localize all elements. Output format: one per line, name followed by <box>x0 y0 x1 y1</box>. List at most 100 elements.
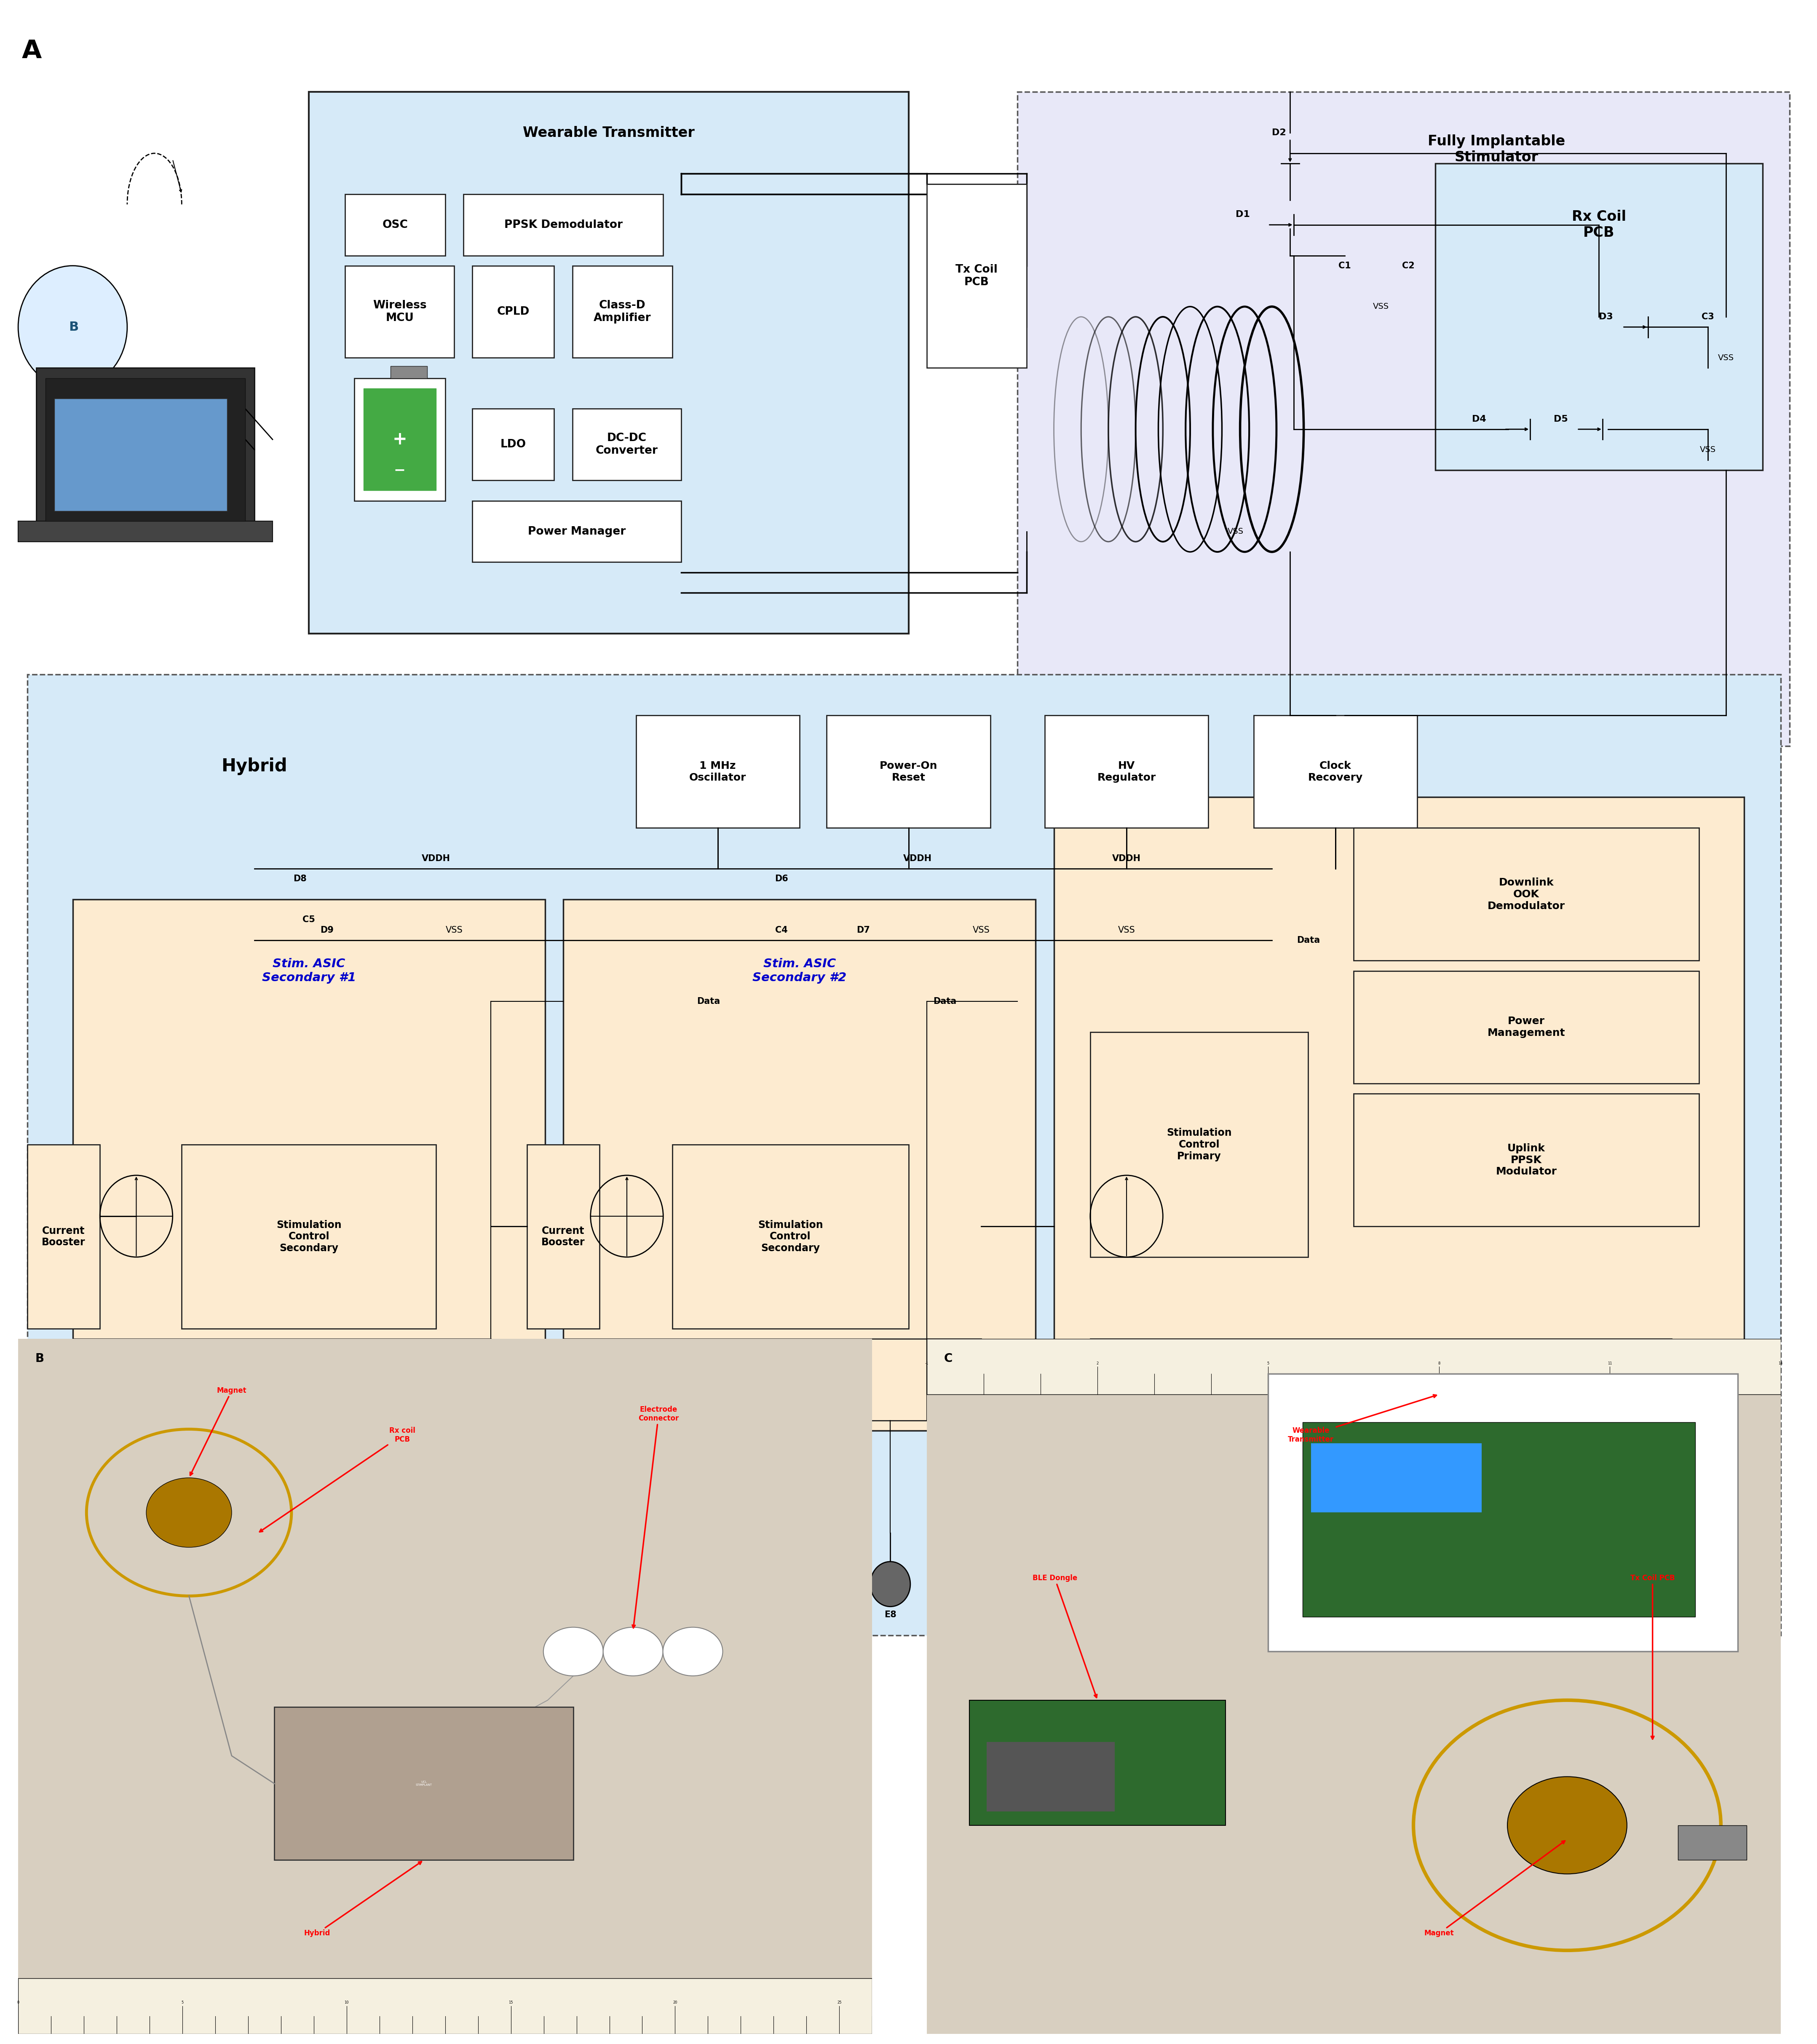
Text: E3: E3 <box>658 1611 669 1619</box>
Circle shape <box>289 1562 329 1607</box>
Text: 8: 8 <box>1437 1361 1441 1365</box>
Circle shape <box>603 1627 663 1676</box>
Circle shape <box>870 1562 910 1607</box>
Circle shape <box>543 1627 603 1676</box>
Text: Current
Booster: Current Booster <box>541 1226 585 1247</box>
Circle shape <box>153 1562 193 1607</box>
Bar <box>274 1707 572 1860</box>
Text: Electrode
Connector: Electrode Connector <box>632 1406 680 1627</box>
Text: C: C <box>943 1353 952 1365</box>
Bar <box>563 899 1036 1431</box>
Bar <box>1045 715 1208 828</box>
Bar <box>27 675 1781 1635</box>
Text: Power-On
Reset: Power-On Reset <box>879 760 938 783</box>
Text: Tx Coil PCB: Tx Coil PCB <box>1630 1574 1675 1739</box>
Text: 5: 5 <box>1266 1361 1270 1365</box>
Text: E5: E5 <box>749 1611 760 1619</box>
Text: E3: E3 <box>167 1611 178 1619</box>
Circle shape <box>825 1562 865 1607</box>
Text: Rx Coil
PCB: Rx Coil PCB <box>1572 211 1626 239</box>
Text: D9: D9 <box>320 926 334 934</box>
Circle shape <box>1306 1562 1346 1607</box>
Text: B: B <box>35 1353 44 1365</box>
Circle shape <box>1508 1776 1626 1874</box>
Text: E7: E7 <box>839 1611 850 1619</box>
Text: E2: E2 <box>612 1611 623 1619</box>
Text: VSS: VSS <box>1719 354 1733 362</box>
Bar <box>36 368 254 531</box>
Text: VSS: VSS <box>1701 446 1715 454</box>
Bar <box>1090 1339 1672 1421</box>
Circle shape <box>1261 1562 1301 1607</box>
Text: LDO: LDO <box>500 439 527 450</box>
Text: Uplink
PPSK
Modulator: Uplink PPSK Modulator <box>1495 1143 1557 1177</box>
Bar <box>1354 971 1699 1083</box>
Text: PPSK Demodulator: PPSK Demodulator <box>503 219 623 231</box>
Text: Stimulation
Control
Secondary: Stimulation Control Secondary <box>758 1220 823 1253</box>
Bar <box>18 1979 872 2034</box>
Circle shape <box>62 1562 102 1607</box>
Circle shape <box>552 1562 592 1607</box>
Bar <box>1679 1825 1746 1860</box>
Text: Data: Data <box>934 997 956 1006</box>
Circle shape <box>380 1562 420 1607</box>
Text: 2: 2 <box>1096 1361 1099 1365</box>
Text: Data: Data <box>698 997 720 1006</box>
Circle shape <box>1170 1562 1210 1607</box>
Text: 20: 20 <box>672 2001 678 2005</box>
Text: E2: E2 <box>1139 1611 1150 1619</box>
Text: OSC: OSC <box>382 219 409 231</box>
Bar <box>73 899 545 1431</box>
Text: 1 MHz
Oscillator: 1 MHz Oscillator <box>689 760 747 783</box>
Bar <box>636 715 799 828</box>
Text: -1: -1 <box>925 1361 928 1365</box>
Circle shape <box>1397 1562 1437 1607</box>
Text: +: + <box>392 431 407 448</box>
Text: Power Manager: Power Manager <box>529 525 625 538</box>
Bar <box>472 501 681 562</box>
Text: E1: E1 <box>1094 1611 1105 1619</box>
Text: C4: C4 <box>776 926 787 934</box>
Text: Power
Management: Power Management <box>1488 1016 1564 1038</box>
Bar <box>1254 715 1417 828</box>
Bar <box>563 1339 981 1421</box>
Bar <box>927 1339 1781 1394</box>
Bar <box>27 1145 100 1329</box>
Bar <box>363 388 436 491</box>
Bar <box>927 184 1027 368</box>
Circle shape <box>734 1562 774 1607</box>
Text: Class-D
Amplifier: Class-D Amplifier <box>594 300 650 323</box>
Bar <box>1354 828 1699 961</box>
Text: E5: E5 <box>258 1611 269 1619</box>
Text: A: A <box>22 39 42 63</box>
Bar <box>1268 1374 1737 1652</box>
Circle shape <box>598 1562 638 1607</box>
Text: Multiplexer: Multiplexer <box>1346 1376 1415 1384</box>
Bar <box>527 1145 600 1329</box>
Text: D8: D8 <box>293 875 307 883</box>
Circle shape <box>145 1478 231 1547</box>
Text: Stimulation
Control
Primary: Stimulation Control Primary <box>1167 1128 1232 1161</box>
Circle shape <box>1352 1562 1392 1607</box>
Text: VSS: VSS <box>1228 527 1243 536</box>
Text: VSS: VSS <box>445 926 463 934</box>
Text: C3: C3 <box>1703 313 1713 321</box>
Bar <box>1354 1094 1699 1226</box>
Bar <box>55 399 227 511</box>
Bar <box>987 1741 1114 1811</box>
Bar <box>572 409 681 480</box>
Circle shape <box>689 1562 729 1607</box>
Bar <box>309 92 908 634</box>
Text: Stim. ASIC
Secondary #2: Stim. ASIC Secondary #2 <box>752 959 847 983</box>
Text: E6: E6 <box>303 1611 314 1619</box>
Text: E6: E6 <box>1321 1611 1332 1619</box>
Bar <box>472 266 554 358</box>
Text: Fully Implantable
Stimulator: Fully Implantable Stimulator <box>1428 135 1564 164</box>
Text: VSS: VSS <box>1374 303 1388 311</box>
Bar <box>572 266 672 358</box>
Text: VDDH: VDDH <box>1112 854 1141 863</box>
Bar <box>345 194 445 256</box>
Text: E6: E6 <box>794 1611 805 1619</box>
Text: 14: 14 <box>1779 1361 1782 1365</box>
Bar <box>1303 1423 1695 1617</box>
